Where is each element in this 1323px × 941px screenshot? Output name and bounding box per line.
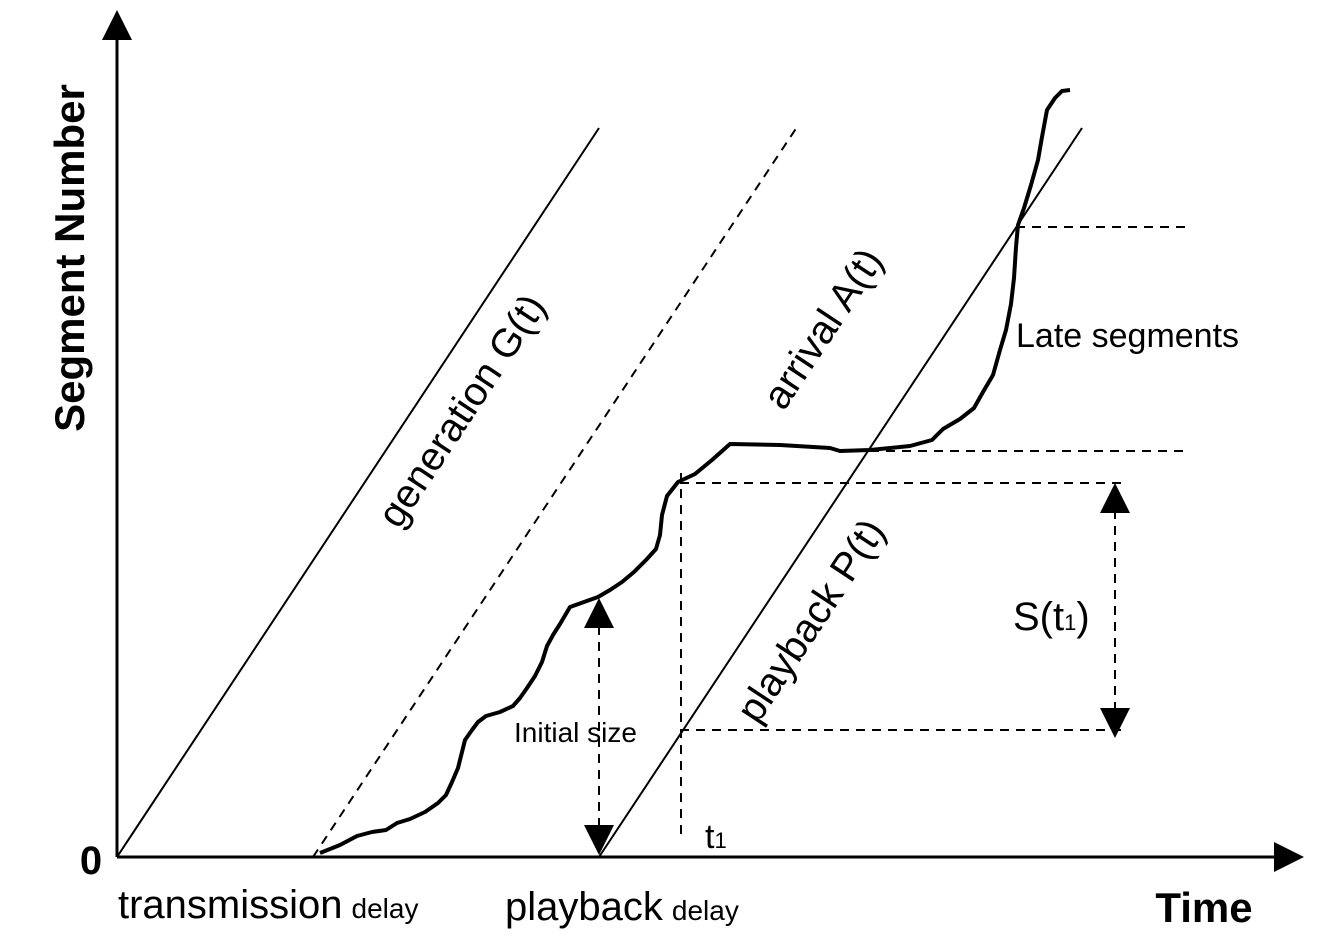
generation-label: generation G(t) [370,287,555,536]
initial-size-label: Initial size [514,717,637,748]
s-t1-label: S(t1) [1013,595,1090,639]
transmission-delay-label: transmission delay [118,883,418,927]
y-axis-arrowhead [102,10,132,40]
playback-delay-label: playback delay [505,885,739,929]
x-axis-arrowhead [1274,842,1304,872]
transmission-delay-dashed-line [312,126,798,858]
generation-line [116,127,600,858]
arrival-label: arrival A(t) [755,241,892,417]
x-axis-title: Time [1155,884,1252,931]
playback-line [598,127,1083,858]
t1-label: t1 [705,818,727,856]
arrival-curve [319,88,1071,855]
y-axis-title: Segment Number [46,84,93,432]
origin-label: 0 [80,839,102,883]
initial-size-arrowhead-down [584,825,614,855]
initial-size-arrowhead-up [584,598,614,628]
late-segments-label: Late segments [1016,317,1239,355]
playback-curve-label: playback P(t) [728,511,894,730]
s-t1-arrowhead-down [1100,708,1130,738]
s-t1-arrowhead-up [1100,483,1130,513]
